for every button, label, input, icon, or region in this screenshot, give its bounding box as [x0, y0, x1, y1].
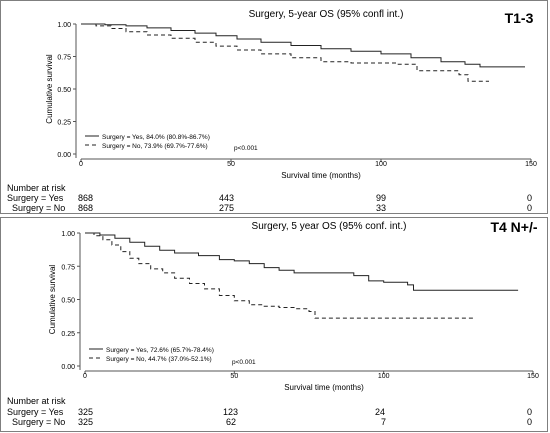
survival-curve-surgery-yes	[85, 232, 519, 291]
y-tick-label: 0.75	[61, 264, 75, 271]
km-chart-t1-3: Surgery, 5-year OS (95% confl int.) T1-3 0…	[45, 9, 537, 180]
risk-value: 0	[527, 203, 533, 213]
x-axis-label: Survival time (months)	[284, 383, 364, 392]
risk-value: 0	[527, 193, 533, 203]
p-value: p<0.001	[234, 145, 258, 152]
y-tick-label: 0.50	[57, 87, 71, 94]
risk-value: 24	[375, 407, 386, 417]
y-tick-label: 0.00	[57, 152, 71, 159]
y-tick-label: 0.25	[61, 331, 75, 338]
x-tick-label: 150	[527, 373, 539, 380]
x-tick-label: 100	[375, 161, 387, 168]
y-tick-label: 1.00	[57, 22, 71, 29]
x-tick-label: 100	[378, 373, 390, 380]
y-axis-label: Cumulative survival	[45, 54, 54, 124]
legend-entry: Surgery = No, 73.9% (69.7%-77.6%)	[102, 143, 208, 150]
risk-row-label-no: Surgery = No	[12, 417, 66, 427]
y-tick-label: 0.75	[57, 55, 71, 62]
risk-value: 99	[376, 193, 387, 203]
risk-value: 7	[381, 417, 387, 427]
risk-value: 62	[226, 417, 237, 427]
risk-value: 0	[527, 417, 533, 427]
survival-curve-surgery-no	[81, 23, 489, 82]
x-tick-label: 50	[230, 373, 238, 380]
legend-entry: Surgery = Yes, 84.0% (80.8%-86.7%)	[102, 134, 210, 141]
x-axis-label: Survival time (months)	[281, 171, 361, 180]
y-tick-label: 1.00	[61, 231, 75, 238]
km-panel-t4: Surgery, 5 year OS (95% conf. int.) T4 N+…	[0, 217, 548, 432]
survival-curve-surgery-no	[85, 232, 474, 319]
risk-row-label-yes: Surgery = Yes	[7, 193, 64, 203]
risk-table-header: Number at risk	[7, 183, 66, 193]
panel-tag: T1-3	[505, 10, 534, 26]
x-tick-label: 150	[525, 161, 537, 168]
risk-value: 325	[78, 407, 94, 417]
y-tick-label: 0.50	[61, 298, 75, 305]
km-panel-t1-3: Surgery, 5-year OS (95% confl int.) T1-3 0…	[0, 0, 548, 214]
risk-row-label-no: Surgery = No	[12, 203, 66, 213]
km-chart-t4: Surgery, 5 year OS (95% conf. int.) T4 N+…	[48, 219, 539, 392]
survival-curve-surgery-yes	[81, 23, 525, 68]
legend-entry: Surgery = Yes, 72.6% (65.7%-78.4%)	[106, 347, 214, 354]
chart-title: Surgery, 5 year OS (95% conf. int.)	[252, 221, 407, 232]
risk-value: 868	[78, 193, 94, 203]
p-value: p<0.001	[232, 359, 256, 366]
risk-value: 275	[219, 203, 235, 213]
x-tick-label: 50	[227, 161, 235, 168]
x-tick-label: 0	[79, 161, 83, 168]
x-tick-label: 0	[83, 373, 87, 380]
legend-entry: Surgery = No, 44.7% (37.0%-52.1%)	[106, 356, 212, 363]
risk-row-label-yes: Surgery = Yes	[7, 407, 64, 417]
y-tick-label: 0.25	[57, 120, 71, 127]
panel-tag: T4 N+/-	[490, 219, 537, 235]
risk-value: 123	[223, 407, 239, 417]
y-axis-label: Cumulative survival	[48, 265, 57, 335]
y-tick-label: 0.00	[61, 364, 75, 371]
risk-value: 33	[376, 203, 387, 213]
risk-value: 325	[78, 417, 94, 427]
chart-title: Surgery, 5-year OS (95% confl int.)	[249, 9, 404, 20]
risk-value: 443	[219, 193, 235, 203]
risk-value: 868	[78, 203, 94, 213]
risk-value: 0	[527, 407, 533, 417]
risk-table-header: Number at risk	[7, 396, 66, 406]
